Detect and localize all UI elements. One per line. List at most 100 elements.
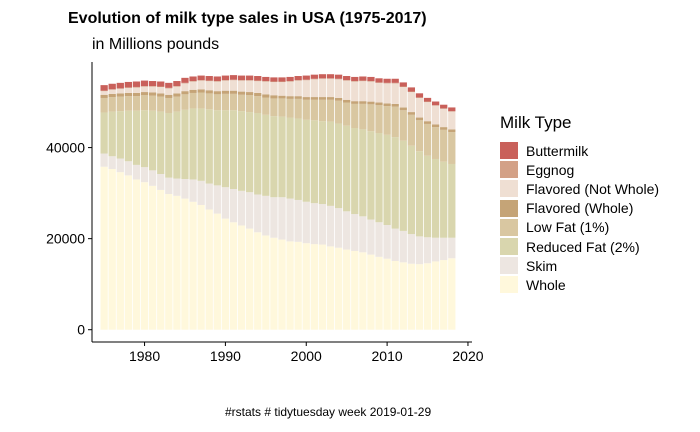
bar-segment (399, 87, 407, 108)
legend-item: Low Fat (1%) (500, 218, 695, 237)
bar-segment (278, 95, 286, 99)
bar-segment (116, 172, 124, 330)
bar-segment (246, 80, 254, 93)
legend-item: Skim (500, 256, 695, 275)
bar-segment (294, 199, 302, 242)
bar-segment (448, 258, 456, 330)
bar-segment (334, 97, 343, 101)
bar-segment (124, 87, 133, 93)
bar-segment (205, 209, 213, 330)
bar-segment (351, 214, 359, 251)
bar-segment (213, 213, 221, 330)
bar-segment (399, 110, 407, 141)
bar-segment (399, 82, 407, 87)
bar-segment (375, 256, 383, 330)
bar-segment (189, 201, 197, 330)
bar-segment (278, 98, 286, 117)
bar-segment (294, 80, 302, 97)
bar-segment (294, 98, 302, 119)
bar-segment (132, 110, 141, 165)
bar-segment (108, 89, 116, 90)
bar-segment (423, 123, 432, 156)
bar-segment (237, 75, 246, 81)
legend-item: Whole (500, 275, 695, 294)
bar-segment (343, 76, 351, 81)
bar-segment (181, 77, 189, 83)
bar-segment (181, 198, 189, 330)
bar-segment (351, 81, 359, 82)
x-tick-label: 2000 (291, 348, 322, 364)
bar-segment (448, 163, 456, 238)
bar-segment (326, 205, 335, 247)
bar-segment (140, 80, 149, 87)
bar-segment (278, 116, 286, 198)
bar-segment (391, 137, 399, 229)
bar-segment (189, 81, 197, 82)
bar-segment (286, 117, 294, 199)
legend-label: Buttermilk (526, 142, 589, 159)
bar-segment (181, 109, 189, 179)
bar-segment (423, 263, 432, 330)
bar-segment (359, 103, 367, 130)
bar-segment (221, 218, 230, 330)
bar-segment (157, 96, 165, 112)
legend-label: Reduced Fat (2%) (526, 238, 640, 255)
bar-segment (351, 81, 359, 102)
bar-segment (351, 250, 359, 330)
bar-segment (294, 96, 302, 99)
bar-segment (431, 101, 440, 106)
bar-segment (326, 74, 335, 79)
bar-segment (116, 111, 124, 159)
bar-segment (407, 91, 415, 93)
bar-segment (124, 81, 133, 88)
bar-segment (149, 92, 157, 96)
bar-segment (213, 91, 221, 95)
bar-segment (181, 94, 189, 110)
bar-segment (278, 77, 286, 82)
bar-segment (157, 87, 165, 94)
legend-label: Eggnog (526, 161, 575, 178)
bar-segment (431, 105, 440, 106)
bar-segment (189, 179, 197, 202)
bar-segment (165, 94, 173, 98)
bar-segment (399, 107, 407, 111)
bar-segment (189, 81, 197, 90)
bar-segment (302, 201, 310, 244)
bar-segment (173, 195, 181, 330)
bar-segment (448, 111, 456, 130)
bar-segment (367, 81, 375, 102)
bar-segment (262, 76, 270, 82)
bar-segment (294, 241, 302, 330)
bar-segment (181, 179, 189, 199)
bar-segment (197, 92, 205, 109)
bar-segment (391, 78, 399, 83)
bar-segment (431, 124, 440, 128)
bars-layer (100, 74, 456, 330)
bar-segment (391, 82, 399, 84)
bar-segment (375, 78, 383, 83)
bar-segment (157, 111, 165, 174)
bar-segment (149, 185, 157, 330)
bar-segment (213, 185, 221, 214)
bar-segment (132, 87, 141, 93)
chart-title: Evolution of milk type sales in USA (197… (68, 10, 427, 27)
bar-segment (270, 77, 278, 82)
bar-segment (116, 96, 124, 112)
bar-segment (440, 237, 448, 261)
legend-label: Low Fat (1%) (526, 219, 610, 236)
bar-segment (286, 81, 294, 82)
bar-segment (205, 76, 213, 81)
bar-segment (415, 97, 424, 118)
bar-segment (100, 91, 108, 95)
bar-segment (132, 92, 141, 97)
bar-segment (440, 127, 448, 130)
bar-segment (334, 74, 343, 79)
bar-segment (278, 239, 286, 330)
bar-segment (359, 129, 367, 217)
y-tick-label: 0 (77, 322, 85, 338)
bar-segment (116, 93, 124, 97)
bar-segment (431, 105, 440, 125)
bar-segment (157, 86, 165, 88)
bar-segment (423, 121, 432, 124)
bar-segment (246, 95, 254, 113)
